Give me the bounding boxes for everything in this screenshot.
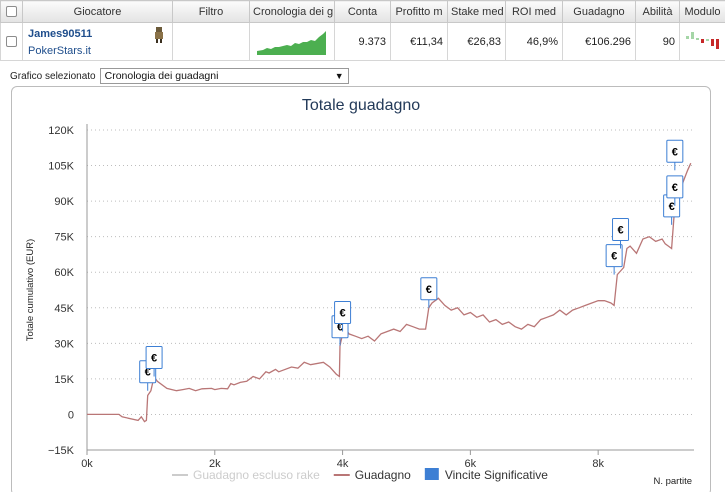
chart-selector-row: Grafico selezionato Cronologia dei guada… xyxy=(10,68,349,84)
significant-win-marker xyxy=(612,218,630,242)
column-header-profit[interactable]: Guadagno xyxy=(562,0,636,23)
y-tick-label: 75K xyxy=(54,232,74,244)
y-tick-label: 105K xyxy=(48,161,74,173)
significant-win-marker-label: € xyxy=(672,146,678,158)
chart-type-select-value: Cronologia dei guadagni xyxy=(104,70,219,82)
profit-sparkline xyxy=(257,30,326,55)
y-tick-label: 120K xyxy=(48,125,74,137)
chart-panel: Totale guadagno −15K 0 15K 30K 45K 60K 75K 90K 10… xyxy=(11,86,711,492)
legend-label[interactable]: Vincite Significative xyxy=(445,468,548,482)
significant-win-marker-label: € xyxy=(611,251,617,263)
column-header-profit-history[interactable]: Cronologia dei g xyxy=(249,0,335,23)
x-tick-label: 8k xyxy=(592,458,604,470)
significant-win-marker xyxy=(666,175,684,199)
row-checkbox[interactable] xyxy=(6,36,17,48)
player-cell: James90511 PokerStars.it xyxy=(22,22,173,61)
profit-cell: €106.296 xyxy=(562,22,636,61)
dropdown-arrow-icon[interactable]: ▼ xyxy=(334,71,344,81)
column-header-filter[interactable]: Filtro xyxy=(172,0,250,23)
legend-label[interactable]: Guadagno xyxy=(355,468,411,482)
x-tick-label: 2k xyxy=(209,458,221,470)
significant-win-marker-label: € xyxy=(337,322,343,334)
significant-win-marker xyxy=(145,346,163,370)
column-header-count[interactable]: Conta xyxy=(334,0,391,23)
y-tick-label: 15K xyxy=(54,374,74,386)
column-header-player[interactable]: Giocatore xyxy=(22,0,173,23)
y-tick-label: 90K xyxy=(54,196,74,208)
x-tick-label: 6k xyxy=(465,458,477,470)
significant-win-marker-label: € xyxy=(151,353,157,365)
filter-cell[interactable] xyxy=(172,22,250,61)
y-axis-title: Totale cumulativo (EUR) xyxy=(25,239,36,341)
x-tick-label: 0k xyxy=(81,458,93,470)
player-stats-table: Giocatore Filtro Cronologia dei g Conta … xyxy=(0,0,725,61)
significant-win-marker xyxy=(666,139,684,163)
chart-type-select[interactable]: Cronologia dei guadagni ▼ xyxy=(99,68,349,84)
profit-history-cell xyxy=(249,22,335,61)
player-name-link[interactable]: James90511 xyxy=(28,27,93,40)
x-axis-title: N. partite xyxy=(653,476,692,487)
y-tick-label: 45K xyxy=(54,303,74,315)
avg-roi-cell: 46,9% xyxy=(505,22,563,61)
significant-win-marker-label: € xyxy=(340,307,346,319)
form-indicator xyxy=(686,31,719,49)
legend-label[interactable]: Guadagno escluso rake xyxy=(193,468,320,482)
table-header-row: Giocatore Filtro Cronologia dei g Conta … xyxy=(0,0,725,23)
significant-win-marker-label: € xyxy=(145,367,151,379)
select-all-checkbox[interactable] xyxy=(6,6,17,18)
player-avatar-icon xyxy=(155,27,163,43)
row-select-cell[interactable] xyxy=(0,22,23,61)
select-all-header[interactable] xyxy=(0,0,23,23)
column-header-avg-profit[interactable]: Profitto m xyxy=(390,0,448,23)
x-tick-label: 4k xyxy=(337,458,349,470)
table-row[interactable]: James90511 PokerStars.it 9.373 €11,34 €2… xyxy=(0,22,725,61)
y-tick-label: 0 xyxy=(68,409,74,421)
y-tick-label: 30K xyxy=(54,338,74,350)
y-tick-label: −15K xyxy=(48,445,75,457)
avg-profit-cell: €11,34 xyxy=(390,22,448,61)
profit-chart: Totale guadagno −15K 0 15K 30K 45K 60K 75K 90K 10… xyxy=(25,97,694,487)
significant-win-marker-label: € xyxy=(426,284,432,296)
avg-stake-cell: €26,83 xyxy=(447,22,506,61)
significant-win-marker xyxy=(420,277,438,301)
column-header-ability[interactable]: Abilità xyxy=(635,0,680,23)
series-line-guadagno xyxy=(87,162,692,423)
chart-selector-label: Grafico selezionato xyxy=(10,70,96,82)
significant-win-marker-label: € xyxy=(669,201,675,213)
column-header-avg-stake[interactable]: Stake med xyxy=(447,0,506,23)
y-tick-label: 60K xyxy=(54,267,74,279)
legend-swatch xyxy=(424,468,439,480)
column-header-form[interactable]: Modulo xyxy=(679,0,725,23)
count-cell: 9.373 xyxy=(334,22,391,61)
significant-win-marker-label: € xyxy=(672,182,678,194)
column-header-avg-roi[interactable]: ROI med xyxy=(505,0,563,23)
chart-title: Totale guadagno xyxy=(302,97,420,114)
significant-win-marker xyxy=(605,244,623,268)
player-site-link[interactable]: PokerStars.it xyxy=(28,44,91,57)
significant-win-marker xyxy=(334,300,352,324)
form-cell xyxy=(679,22,725,61)
significant-win-marker-label: € xyxy=(617,225,623,237)
ability-cell: 90 xyxy=(635,22,680,61)
